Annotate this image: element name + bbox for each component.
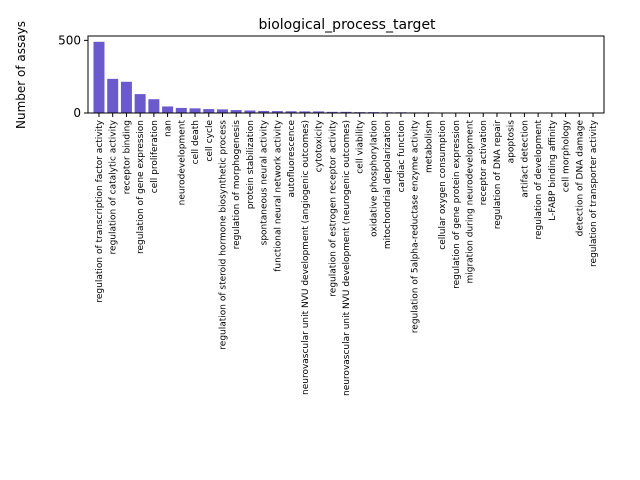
bar — [230, 110, 242, 113]
x-tick-label: cell proliferation — [150, 120, 160, 193]
x-tick-label: cellular oxygen consumption — [438, 120, 448, 250]
x-tick-label: regulation of gene expression — [136, 120, 146, 254]
x-axis-ticks: regulation of transcription factor activ… — [95, 113, 599, 396]
x-tick-label: receptor activation — [479, 120, 489, 205]
y-tick-label: 0 — [73, 106, 81, 120]
x-tick-label: regulation of 5alpha-reductase enzyme ac… — [411, 119, 421, 333]
bar — [271, 111, 283, 113]
bar — [175, 107, 187, 113]
bar — [107, 78, 119, 113]
x-tick-label: metabolism — [424, 120, 434, 173]
chart-title: biological_process_target — [258, 17, 436, 33]
x-tick-label: regulation of DNA repair — [493, 120, 503, 230]
bar — [162, 106, 174, 113]
y-axis-ticks: 0 500 — [58, 33, 88, 120]
x-tick-label: cell morphology — [562, 119, 572, 192]
bar — [313, 111, 325, 113]
x-tick-label: regulation of morphogenesis — [232, 120, 242, 250]
x-tick-label: protein stabilization — [246, 120, 256, 209]
x-tick-label: cell death — [191, 120, 201, 164]
x-tick-label: migration during neurodevelopment — [466, 120, 476, 284]
x-tick-label: cell cycle — [205, 120, 215, 162]
x-tick-label: cell viability — [356, 119, 366, 173]
x-tick-label: functional neural network activity — [273, 119, 283, 271]
plot-frame — [87, 35, 605, 114]
x-tick-label: autofluorescence — [287, 120, 297, 198]
x-tick-label: L-FABP binding affinity — [548, 119, 558, 220]
x-tick-label: mitochondrial depolarization — [383, 120, 393, 249]
bar — [285, 111, 297, 113]
x-tick-label: receptor binding — [122, 120, 132, 194]
x-tick-label: detection of DNA damage — [575, 120, 585, 237]
x-tick-label: regulation of development — [534, 120, 544, 240]
x-tick-label: regulation of transcription factor activ… — [95, 119, 105, 302]
bar — [148, 99, 160, 113]
bar — [134, 94, 146, 113]
bar — [189, 108, 201, 113]
x-tick-label: oxidative phosphorylation — [369, 120, 379, 237]
y-tick-label: 500 — [58, 33, 81, 47]
x-tick-label: cytotoxicity — [315, 119, 325, 172]
bar — [217, 109, 228, 113]
bar — [203, 109, 215, 113]
x-tick-label: neurodevelopment — [177, 120, 187, 206]
x-tick-label: neurovascular unit NVU development (neur… — [342, 120, 352, 396]
bar — [326, 111, 338, 113]
x-tick-label: artifact detection — [520, 120, 530, 198]
bars-group — [93, 41, 599, 114]
bar — [340, 111, 352, 113]
x-tick-label: neurovascular unit NVU development (angi… — [301, 120, 311, 395]
bar — [93, 41, 105, 114]
bar — [120, 81, 132, 113]
x-tick-label: regulation of estrogen receptor activity — [328, 119, 338, 296]
x-tick-label: regulation of steroid hormone biosynthet… — [218, 120, 228, 350]
x-tick-label: regulation of transporter activity — [589, 119, 599, 267]
y-axis-label: Number of assays — [14, 21, 28, 129]
bar — [244, 110, 256, 113]
x-tick-label: spontaneous neural activity — [260, 119, 270, 245]
x-tick-label: regulation of gene protein expression — [452, 120, 462, 289]
bar — [258, 110, 270, 113]
x-tick-label: cardiac function — [397, 120, 407, 192]
x-tick-label: nan — [164, 120, 174, 137]
bar — [299, 111, 311, 113]
x-tick-label: apoptosis — [507, 120, 517, 164]
x-tick-label: regulation of catalytic activity — [109, 119, 119, 254]
